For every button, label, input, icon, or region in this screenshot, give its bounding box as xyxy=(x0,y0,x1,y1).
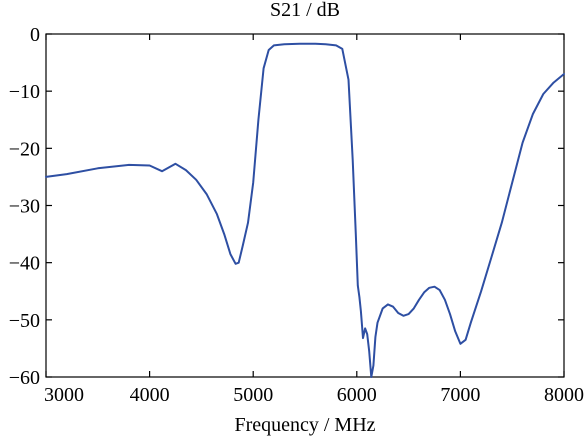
y-tick-label: −50 xyxy=(9,310,40,332)
plot-frame xyxy=(45,33,565,378)
x-axis-title: Frequency / MHz xyxy=(234,414,375,436)
axis-ticks xyxy=(45,33,565,378)
y-tick-label: −20 xyxy=(9,138,40,160)
x-tick-labels: 3000 4000 5000 6000 7000 8000 xyxy=(44,384,584,406)
y-tick-label: −40 xyxy=(9,253,40,275)
s21-trace xyxy=(45,42,565,378)
y-tick-label: −10 xyxy=(9,81,40,103)
x-tick-label: 3000 xyxy=(44,384,84,406)
y-tick-label: −60 xyxy=(9,367,40,389)
chart-title: S21 / dB xyxy=(270,0,340,21)
x-tick-label: 4000 xyxy=(130,384,170,406)
x-tick-label: 5000 xyxy=(233,384,273,406)
y-tick-label: 0 xyxy=(30,24,40,46)
y-tick-label: −30 xyxy=(9,196,40,218)
x-tick-label: 7000 xyxy=(440,384,480,406)
x-tick-label: 6000 xyxy=(337,384,377,406)
x-tick-label: 8000 xyxy=(544,384,584,406)
y-tick-labels: 0 −10 −20 −30 −40 −50 −60 xyxy=(9,24,40,389)
